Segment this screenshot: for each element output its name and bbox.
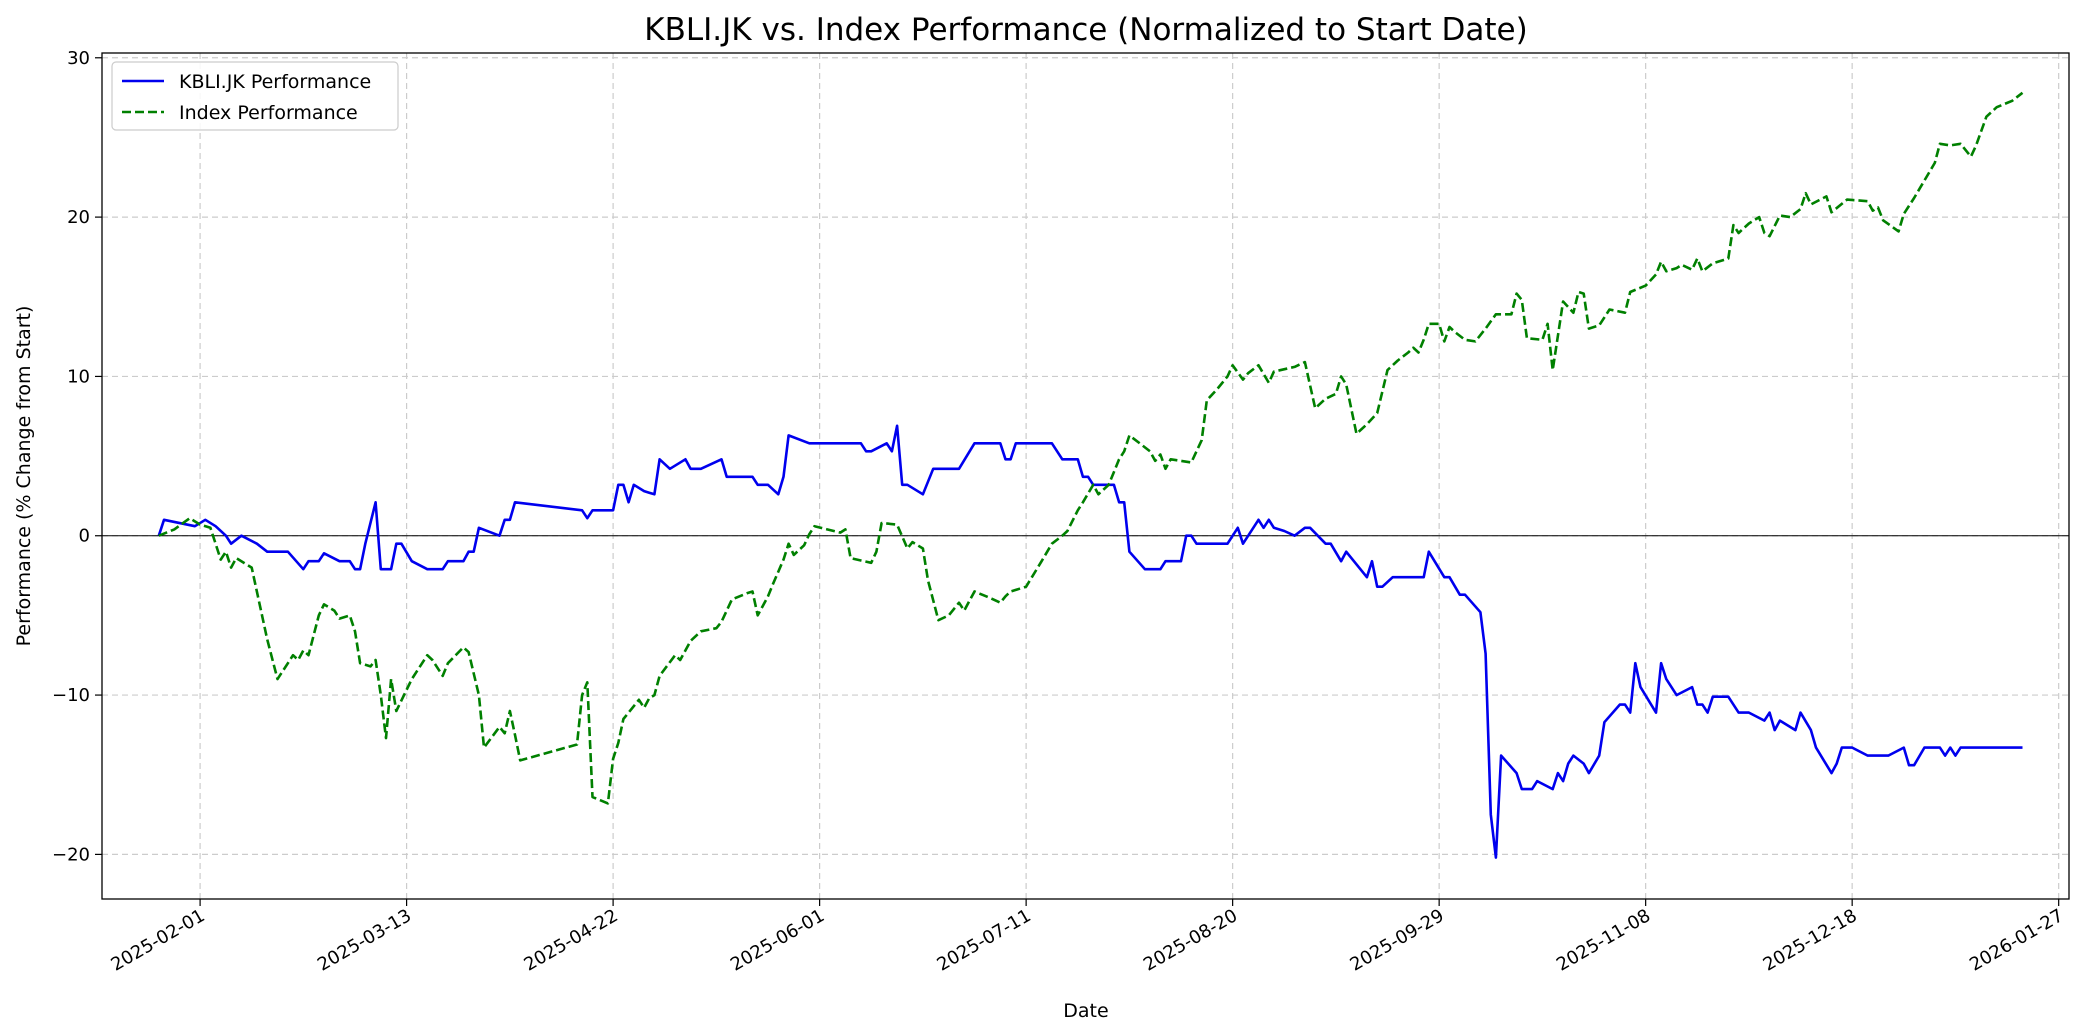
y-axis-ticks: −20 −10 0 10 20 30 [52, 48, 102, 865]
y-tick-label: −10 [52, 685, 90, 706]
y-axis-label: Performance (% Change from Start) [13, 306, 35, 647]
y-tick-label: 20 [67, 207, 90, 228]
y-tick-label: −20 [52, 844, 90, 865]
legend: KBLI.JK Performance Index Performance [111, 61, 399, 131]
legend-label-index: Index Performance [179, 102, 358, 124]
plot-frame [101, 52, 2070, 900]
series-lines [157, 91, 2024, 859]
kbli-performance-line [157, 424, 2023, 859]
chart-title: KBLI.JK vs. Index Performance (Normalize… [644, 12, 1527, 48]
y-tick-label: 30 [67, 48, 90, 69]
y-tick-label: 10 [67, 366, 90, 387]
y-tick-label: 0 [79, 526, 90, 547]
legend-box [111, 61, 399, 131]
x-axis-label: Date [1063, 1000, 1108, 1022]
index-performance-line [158, 91, 2024, 805]
legend-label-kbli: KBLI.JK Performance [179, 71, 371, 93]
